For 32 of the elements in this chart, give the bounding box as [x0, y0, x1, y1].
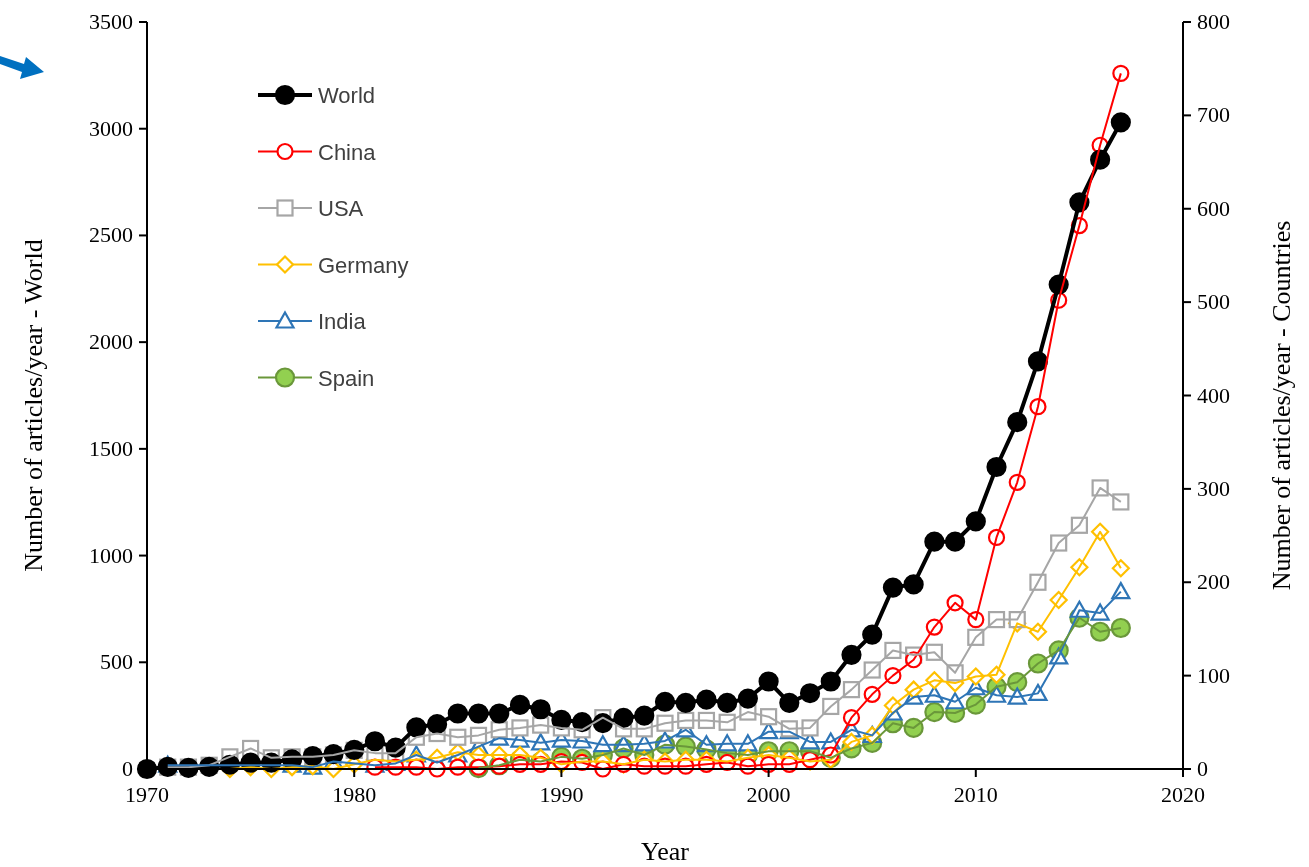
x-tick-label: 1970 — [125, 782, 169, 807]
x-tick-label: 2020 — [1161, 782, 1205, 807]
y2-tick-label: 500 — [1197, 289, 1230, 315]
y-tick-label: 0 — [122, 756, 133, 781]
legend-label: Germany — [318, 252, 409, 278]
legend-label: China — [318, 139, 377, 165]
x-tick-label: 1990 — [539, 782, 584, 807]
legend-label: USA — [318, 196, 364, 221]
y2-tick-label: 600 — [1197, 195, 1230, 221]
y-tick-label: 1500 — [89, 435, 133, 461]
x-tick-label: 2000 — [746, 782, 791, 807]
y2-tick-label: 0 — [1197, 756, 1208, 781]
x-axis-title: Year — [641, 837, 690, 866]
x-tick-label: 2010 — [953, 782, 998, 807]
y2-tick-label: 300 — [1197, 475, 1230, 501]
y-tick-label: 3500 — [89, 9, 133, 34]
y2-tick-label: 800 — [1197, 9, 1230, 34]
y-tick-label: 2000 — [89, 329, 133, 355]
y-tick-label: 2500 — [89, 222, 133, 248]
y2-axis-title: Number of articles/year - Countries — [1267, 220, 1296, 591]
legend-label: Spain — [318, 365, 375, 391]
y-tick-label: 1000 — [89, 542, 133, 568]
y2-tick-label: 100 — [1197, 662, 1230, 688]
x-tick-label: 1980 — [332, 782, 377, 807]
y-tick-label: 500 — [100, 649, 133, 675]
y-tick-label: 3000 — [89, 115, 133, 141]
legend-label: World — [318, 83, 376, 108]
y2-tick-label: 400 — [1197, 382, 1230, 408]
y2-tick-label: 200 — [1197, 569, 1230, 595]
y2-tick-label: 700 — [1197, 102, 1230, 128]
legend-label: India — [318, 309, 367, 334]
y-axis-title: Number of articles/year - World — [19, 239, 48, 572]
